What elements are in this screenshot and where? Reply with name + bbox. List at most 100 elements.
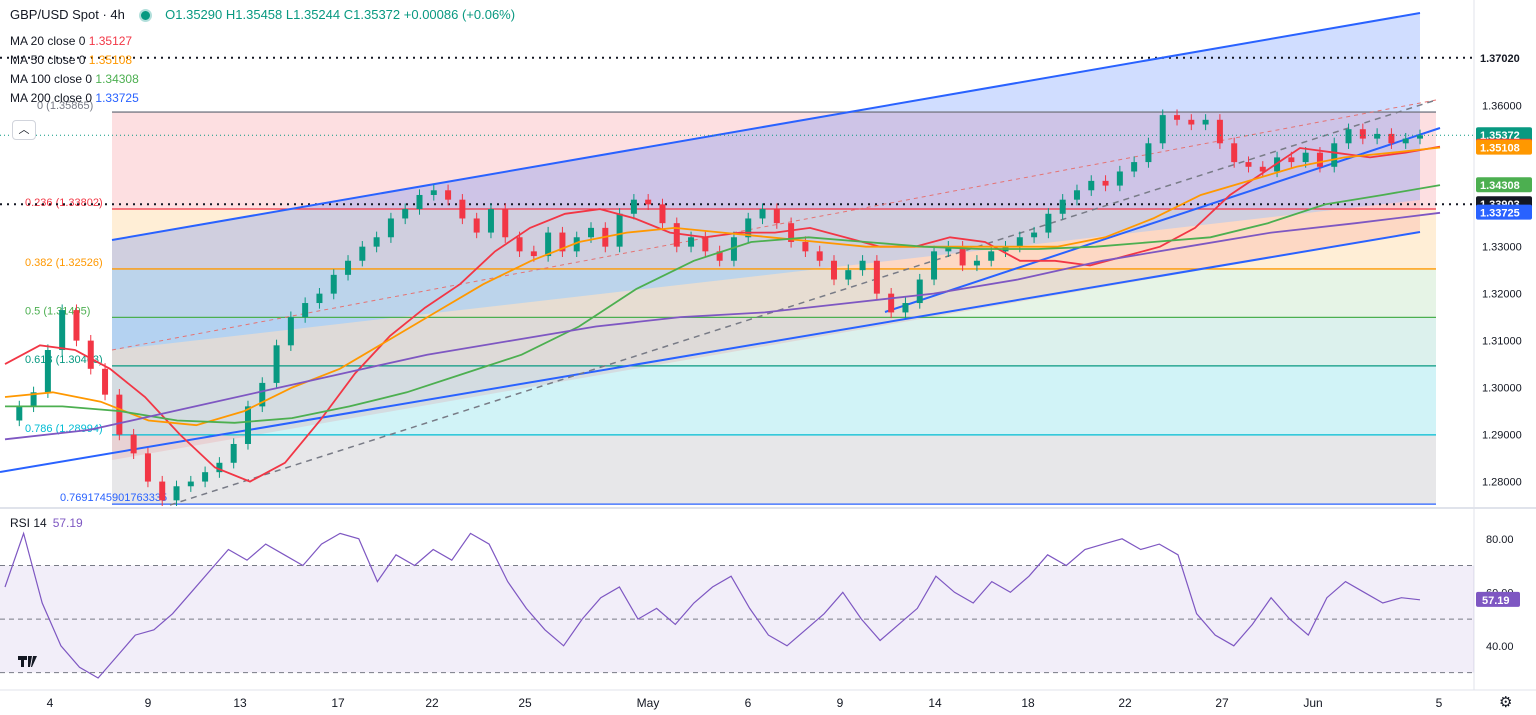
candle-body	[1374, 133, 1381, 139]
candle-body	[387, 218, 394, 238]
candle-body	[1088, 180, 1095, 191]
candle-body	[1345, 129, 1352, 144]
ohlc-low: L1.35244	[285, 7, 341, 22]
tradingview-logo-icon[interactable]	[16, 653, 42, 669]
candle-body	[1331, 143, 1338, 167]
candle-body	[173, 486, 180, 501]
candle-body	[545, 232, 552, 257]
price-tag-label: 1.34308	[1480, 180, 1520, 192]
candle-body	[630, 199, 637, 214]
fib-label: 0.786 (1.28994)	[25, 423, 103, 435]
candle-body	[559, 232, 566, 252]
candle-body	[1174, 115, 1181, 120]
candle-body	[473, 218, 480, 233]
candle-body	[1259, 166, 1266, 172]
channel-upper-line	[111, 12, 1421, 241]
candle-body	[1231, 143, 1238, 163]
candle-body	[345, 260, 352, 275]
candle-body	[187, 481, 194, 487]
candle-body	[802, 241, 809, 252]
candle-body	[116, 394, 123, 435]
candle-body	[244, 406, 251, 444]
candle-body	[259, 382, 266, 407]
price-tag	[1476, 177, 1532, 193]
ma-line	[4, 145, 1441, 483]
symbol-title[interactable]: GBP/USD Spot · 4h	[10, 7, 125, 22]
candle-body	[1102, 180, 1109, 186]
candle-body	[759, 209, 766, 219]
candle-body	[59, 310, 66, 351]
candle-body	[159, 481, 166, 501]
candle-body	[1159, 115, 1166, 144]
ma-legend-item[interactable]: MA 50 close 0 1.35108	[10, 51, 139, 70]
candle-body	[1388, 133, 1395, 144]
candle-body	[1145, 143, 1152, 163]
candle-body	[745, 218, 752, 238]
candle-body	[1016, 237, 1023, 247]
candle-body	[1417, 135, 1423, 139]
candle-body	[730, 237, 737, 261]
candle-body	[645, 199, 652, 205]
candle-body	[1316, 152, 1323, 167]
candle-body	[516, 237, 523, 252]
x-tick-label: 9	[145, 696, 152, 710]
ma-legend-value: 1.34308	[95, 72, 139, 86]
candle-body	[702, 237, 709, 252]
ma-legend-item[interactable]: MA 100 close 0 1.34308	[10, 70, 139, 89]
y-tick-label: 1.28000	[1482, 477, 1522, 489]
candle-body	[1188, 119, 1195, 125]
candle-body	[373, 237, 380, 247]
candle-body	[788, 223, 795, 242]
gear-icon[interactable]: ⚙	[1499, 694, 1513, 711]
candle-body	[1288, 157, 1295, 163]
rsi-legend[interactable]: RSI 14 57.19	[10, 516, 83, 530]
x-tick-label: 27	[1215, 696, 1229, 710]
ma-legend-label: MA 20 close 0	[10, 34, 86, 48]
candle-body	[816, 251, 823, 261]
candle-body	[988, 251, 995, 261]
candle-body	[459, 199, 466, 219]
candle-body	[130, 434, 137, 454]
candle-body	[359, 246, 366, 261]
candle-body	[588, 227, 595, 238]
candle-body	[530, 251, 537, 257]
ma-legend-item[interactable]: MA 200 close 0 1.33725	[10, 89, 139, 108]
channel-lower-line	[0, 231, 1421, 473]
y-tick-label: 1.36000	[1482, 101, 1522, 113]
ma-legend-item[interactable]: MA 20 close 0 1.35127	[10, 32, 139, 51]
ma-legend: MA 20 close 0 1.35127 MA 50 close 0 1.35…	[10, 32, 139, 108]
price-tag	[1476, 139, 1532, 155]
candle-body	[487, 209, 494, 233]
candle-body	[688, 237, 695, 247]
y-tick-label: 1.32000	[1482, 289, 1522, 301]
fib-label: 0.618 (1.30463)	[25, 354, 103, 366]
fib-label: 0.7691745901763335	[60, 492, 167, 504]
candle-body	[87, 340, 94, 369]
candle-body	[902, 303, 909, 313]
ma-line	[4, 211, 1441, 441]
candle-body	[973, 260, 980, 266]
ohlc-change: +0.00086 (+0.06%)	[403, 7, 516, 22]
candle-body	[287, 317, 294, 346]
x-tick-label: 22	[1118, 696, 1132, 710]
x-tick-label: 17	[331, 696, 345, 710]
candle-body	[616, 213, 623, 247]
ma-legend-value: 1.35127	[88, 34, 133, 48]
candle-body	[573, 237, 580, 252]
candle-body	[316, 293, 323, 304]
candle-body	[716, 251, 723, 261]
ma-line	[4, 146, 1441, 427]
chevron-up-icon[interactable]: ︿	[12, 120, 36, 140]
candle-body	[959, 246, 966, 266]
candle-body	[873, 260, 880, 294]
price-tag	[1476, 49, 1532, 65]
ma-legend-label: MA 50 close 0	[10, 53, 86, 67]
x-tick-label: 4	[47, 696, 54, 710]
candle-body	[30, 392, 37, 407]
rsi-line	[4, 531, 1421, 679]
x-tick-label: 6	[745, 696, 752, 710]
candle-body	[1202, 119, 1209, 125]
x-tick-label: Jun	[1303, 696, 1322, 710]
support-trendline	[884, 127, 1441, 313]
